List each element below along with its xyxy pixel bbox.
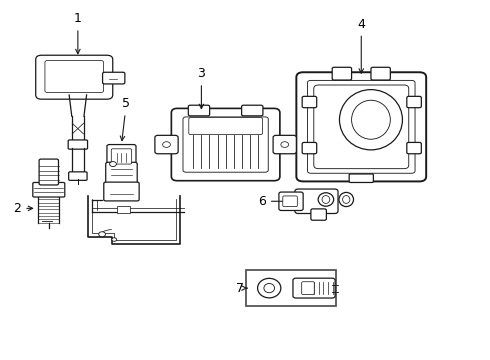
FancyBboxPatch shape bbox=[407, 96, 421, 108]
FancyBboxPatch shape bbox=[371, 67, 391, 80]
FancyBboxPatch shape bbox=[33, 183, 65, 197]
FancyBboxPatch shape bbox=[311, 209, 326, 220]
Ellipse shape bbox=[339, 192, 353, 207]
FancyBboxPatch shape bbox=[69, 172, 87, 180]
Ellipse shape bbox=[318, 193, 334, 206]
Circle shape bbox=[163, 142, 171, 147]
Text: 1: 1 bbox=[74, 12, 82, 54]
FancyBboxPatch shape bbox=[172, 108, 280, 181]
FancyBboxPatch shape bbox=[107, 145, 136, 168]
FancyBboxPatch shape bbox=[295, 189, 338, 213]
FancyBboxPatch shape bbox=[68, 140, 88, 149]
Text: 5: 5 bbox=[120, 97, 130, 140]
FancyBboxPatch shape bbox=[302, 96, 317, 108]
Text: 3: 3 bbox=[197, 67, 205, 109]
FancyBboxPatch shape bbox=[283, 196, 297, 207]
FancyBboxPatch shape bbox=[242, 105, 263, 116]
FancyBboxPatch shape bbox=[302, 282, 314, 294]
FancyBboxPatch shape bbox=[273, 135, 296, 154]
FancyBboxPatch shape bbox=[296, 72, 426, 181]
Text: 2: 2 bbox=[13, 202, 33, 215]
FancyBboxPatch shape bbox=[36, 55, 113, 99]
Text: 7: 7 bbox=[236, 282, 247, 294]
Ellipse shape bbox=[258, 278, 281, 298]
FancyBboxPatch shape bbox=[308, 80, 415, 173]
FancyBboxPatch shape bbox=[106, 162, 137, 184]
Circle shape bbox=[281, 142, 289, 147]
FancyBboxPatch shape bbox=[39, 159, 58, 185]
FancyBboxPatch shape bbox=[155, 135, 178, 154]
FancyBboxPatch shape bbox=[407, 143, 421, 154]
FancyBboxPatch shape bbox=[302, 143, 317, 154]
Bar bbox=[117, 206, 130, 213]
Ellipse shape bbox=[352, 100, 391, 139]
Ellipse shape bbox=[340, 90, 402, 150]
FancyBboxPatch shape bbox=[102, 72, 125, 84]
FancyBboxPatch shape bbox=[111, 149, 132, 164]
FancyBboxPatch shape bbox=[104, 182, 139, 201]
FancyBboxPatch shape bbox=[189, 118, 263, 135]
Ellipse shape bbox=[322, 195, 330, 203]
Circle shape bbox=[110, 162, 117, 167]
Circle shape bbox=[98, 232, 105, 237]
Ellipse shape bbox=[264, 283, 274, 293]
FancyBboxPatch shape bbox=[314, 85, 409, 168]
FancyBboxPatch shape bbox=[183, 117, 268, 172]
FancyBboxPatch shape bbox=[293, 278, 335, 298]
FancyBboxPatch shape bbox=[332, 67, 352, 80]
Ellipse shape bbox=[343, 195, 350, 203]
Text: 4: 4 bbox=[357, 18, 365, 73]
FancyBboxPatch shape bbox=[188, 105, 210, 116]
Circle shape bbox=[112, 238, 117, 241]
FancyBboxPatch shape bbox=[279, 192, 303, 211]
FancyBboxPatch shape bbox=[349, 174, 373, 183]
Bar bbox=[246, 270, 336, 306]
FancyBboxPatch shape bbox=[45, 60, 103, 93]
Text: 6: 6 bbox=[258, 195, 292, 208]
